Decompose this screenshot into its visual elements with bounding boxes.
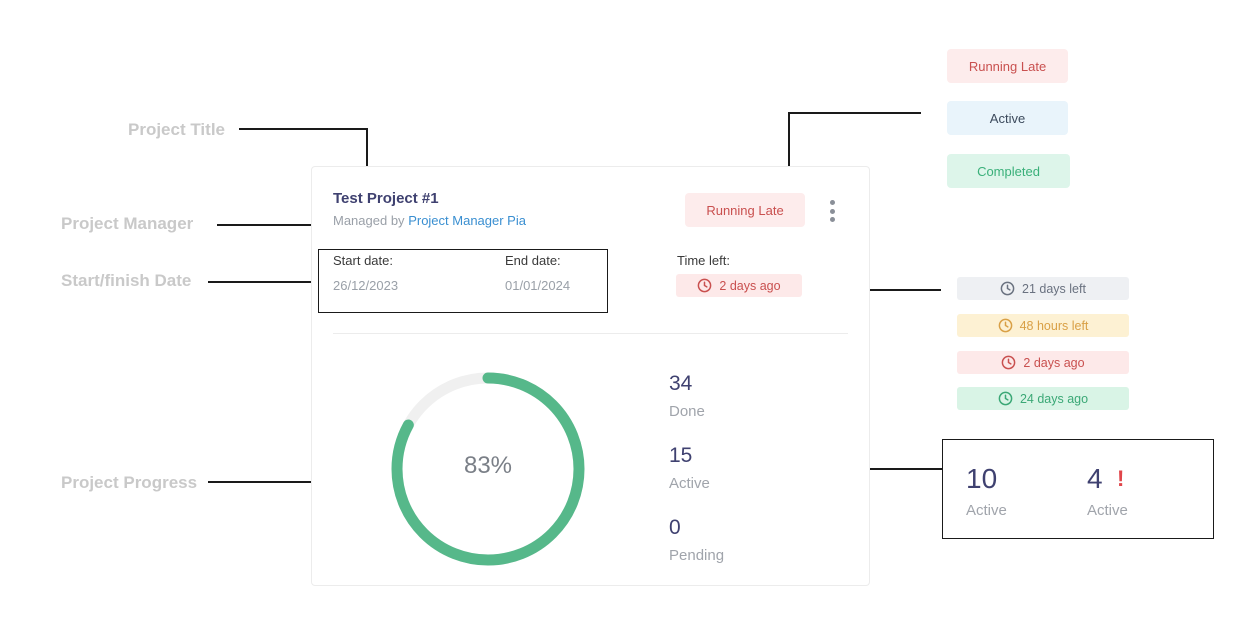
progress-percent: 83% [463, 452, 513, 479]
connector-line [788, 112, 790, 196]
end-date-value: 01/01/2024 [505, 278, 571, 293]
time-badge-label: 48 hours left [1019, 318, 1089, 333]
time-badge-label: 21 days left [1022, 281, 1086, 296]
time-left-badge: 2 days ago [676, 274, 802, 297]
connector-line [838, 289, 941, 291]
project-manager-link[interactable]: Project Manager Pia [408, 213, 526, 228]
card-divider [333, 333, 848, 334]
clock-icon [998, 391, 1013, 406]
time-badge-label: 24 days ago [1019, 391, 1089, 406]
project-status-badge: Running Late [685, 193, 805, 227]
annotation-project-manager: Project Manager [61, 214, 194, 233]
time-badge-2-days-ago: 2 days ago [957, 351, 1129, 374]
connector-line [217, 224, 332, 226]
dates-highlight-box [318, 249, 608, 313]
clock-icon [698, 278, 712, 293]
project-manager-line: Managed by Project Manager Pia [333, 213, 526, 228]
time-left-label: Time left: [677, 253, 730, 268]
annotation-project-title: Project Title [128, 120, 225, 139]
stat-done-label: Done [669, 403, 705, 420]
summary-active-label: Active [966, 502, 1007, 519]
stat-done-value: 34 [669, 372, 693, 395]
stat-pending-value: 0 [669, 516, 681, 539]
active-summary-box [942, 439, 1214, 539]
alert-icon: ! [1117, 466, 1125, 491]
connector-line [208, 481, 391, 483]
time-badge-48-hours-left: 48 hours left [957, 314, 1129, 337]
progress-ring [391, 372, 585, 566]
connector-line [366, 128, 368, 186]
project-title[interactable]: Test Project #1 [333, 190, 439, 207]
status-badge-active: Active [947, 101, 1068, 135]
stat-pending-label: Pending [669, 547, 725, 564]
annotation-start-finish-date: Start/finish Date [61, 271, 192, 290]
time-left-value: 2 days ago [719, 278, 781, 293]
clock-icon [1002, 355, 1016, 370]
managed-by-label: Managed by [333, 213, 405, 228]
time-badge-label: 2 days ago [1023, 355, 1085, 370]
progress-ring-arc [391, 372, 585, 566]
time-badge-24-days-ago: 24 days ago [957, 387, 1129, 410]
annotation-project-progress: Project Progress [61, 473, 198, 492]
start-date-value: 26/12/2023 [333, 278, 399, 293]
clock-icon [1000, 281, 1015, 296]
start-date-label: Start date: [333, 253, 393, 268]
connector-line [788, 112, 921, 114]
summary-overdue-label: Active [1087, 502, 1128, 519]
stat-active-value: 15 [669, 444, 693, 467]
end-date-label: End date: [505, 253, 561, 268]
summary-active-value: 10 [966, 463, 998, 494]
status-badge-running-late: Running Late [947, 49, 1068, 83]
connector-line [239, 128, 367, 130]
time-badge-21-days-left: 21 days left [957, 277, 1129, 300]
status-badge-completed: Completed [947, 154, 1070, 188]
connector-line [208, 281, 318, 283]
summary-overdue-value: 4 [1087, 463, 1103, 494]
clock-icon [998, 318, 1012, 333]
more-options-icon[interactable] [826, 200, 838, 222]
stat-active-label: Active [669, 475, 710, 492]
